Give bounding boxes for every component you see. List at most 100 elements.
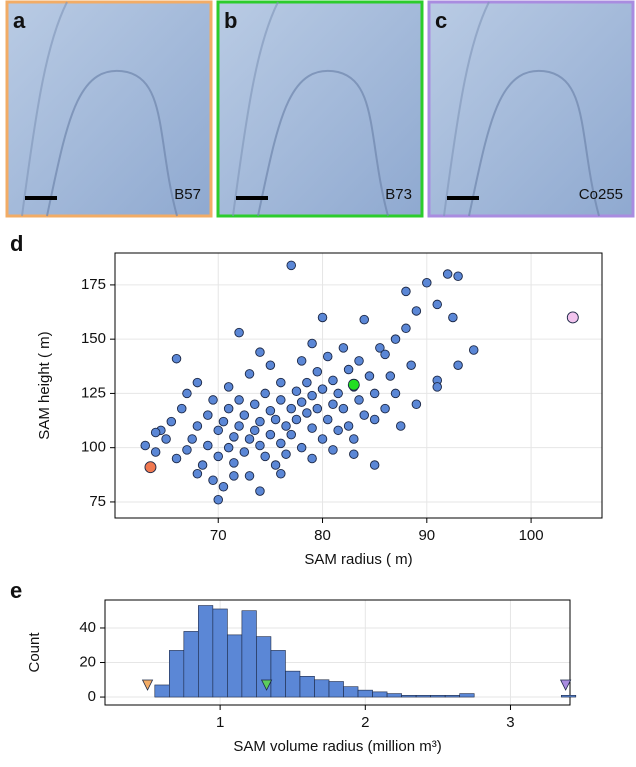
- micrograph: [216, 0, 424, 218]
- data-point: [390, 388, 401, 399]
- data-point: [322, 351, 333, 362]
- data-point: [239, 410, 250, 420]
- data-point: [276, 395, 286, 405]
- data-point: [260, 388, 270, 399]
- data-point: [203, 440, 213, 451]
- histogram-bar: [372, 691, 388, 698]
- histogram-bar: [299, 676, 315, 698]
- data-point: [385, 371, 396, 381]
- data-point: [333, 425, 343, 436]
- x-tick-label: 2: [361, 714, 369, 731]
- data-point: [255, 486, 265, 496]
- data-point: [234, 421, 244, 431]
- data-point: [302, 408, 312, 418]
- y-tick-label: 0: [88, 688, 96, 705]
- data-point: [182, 388, 192, 399]
- histogram-bar: [560, 695, 577, 698]
- panel-label: d: [10, 231, 23, 256]
- data-point: [359, 314, 369, 325]
- histogram-bar: [444, 695, 460, 698]
- data-point: [213, 451, 223, 462]
- data-point: [354, 356, 364, 366]
- data-point: [249, 425, 260, 436]
- data-point: [244, 434, 255, 444]
- data-point: [208, 475, 218, 485]
- tissue-outline: [257, 69, 389, 217]
- histogram-bar: [270, 650, 286, 698]
- data-point: [265, 406, 276, 416]
- data-point: [411, 306, 422, 316]
- data-point: [176, 403, 187, 414]
- histogram-bar: [314, 679, 330, 698]
- marker-triangle: [260, 679, 273, 691]
- y-axis-label: Count: [26, 632, 43, 673]
- data-point: [307, 453, 317, 464]
- line-name: B73: [385, 186, 412, 203]
- histogram-bar: [430, 695, 446, 698]
- panel-label: a: [13, 8, 26, 33]
- data-point: [286, 403, 296, 414]
- histogram-bar: [198, 605, 214, 698]
- panel-label: c: [435, 8, 447, 33]
- data-point: [223, 442, 234, 453]
- data-point: [395, 421, 406, 431]
- histogram-bar: [343, 686, 359, 698]
- x-axis-label: SAM volume radius (million m³): [233, 738, 441, 755]
- histogram-bar: [169, 650, 185, 698]
- marker-triangle: [141, 679, 154, 691]
- data-point: [161, 434, 171, 444]
- histogram-bar: [386, 693, 402, 698]
- data-point: [203, 410, 213, 420]
- data-point: [296, 397, 307, 407]
- data-point: [411, 399, 422, 410]
- data-point: [296, 442, 307, 453]
- y-tick-label: 100: [81, 439, 106, 456]
- data-point: [192, 468, 203, 479]
- y-tick-label: 75: [89, 493, 106, 510]
- data-point: [229, 471, 239, 481]
- histogram-bar: [357, 689, 373, 698]
- data-point: [171, 353, 182, 364]
- panel-label: b: [224, 8, 237, 33]
- x-tick-label: 90: [418, 527, 435, 544]
- data-point: [182, 445, 192, 455]
- data-point: [223, 403, 234, 414]
- data-point: [265, 360, 276, 370]
- data-point: [144, 461, 157, 474]
- data-point: [422, 277, 432, 288]
- y-tick-label: 125: [81, 384, 106, 401]
- data-point: [270, 414, 281, 425]
- x-tick-label: 100: [519, 527, 544, 544]
- x-tick-label: 1: [216, 714, 224, 731]
- histogram-bar: [285, 670, 301, 698]
- plot-border: [104, 599, 571, 706]
- data-point: [276, 438, 286, 449]
- data-point: [369, 414, 380, 425]
- data-point: [401, 286, 411, 297]
- data-point: [239, 447, 250, 457]
- line-name: B57: [174, 186, 201, 203]
- data-point: [369, 460, 380, 470]
- data-point: [302, 377, 312, 388]
- data-point: [276, 468, 286, 479]
- data-point: [333, 388, 343, 399]
- data-point: [286, 429, 296, 440]
- data-point: [354, 395, 364, 405]
- histogram-bar: [401, 695, 417, 698]
- data-point: [223, 382, 234, 392]
- histogram-bar: [212, 608, 228, 698]
- data-point: [276, 377, 286, 388]
- data-point: [255, 416, 265, 427]
- data-point: [140, 440, 150, 451]
- data-point: [317, 312, 328, 323]
- data-point: [229, 432, 239, 442]
- histogram-bar: [328, 681, 344, 698]
- data-point: [281, 421, 291, 431]
- tissue-outline: [443, 1, 490, 217]
- data-point: [171, 453, 182, 464]
- data-point: [286, 260, 296, 271]
- data-point: [150, 427, 161, 438]
- data-point: [213, 425, 223, 436]
- data-point: [468, 345, 479, 355]
- data-point: [187, 434, 197, 444]
